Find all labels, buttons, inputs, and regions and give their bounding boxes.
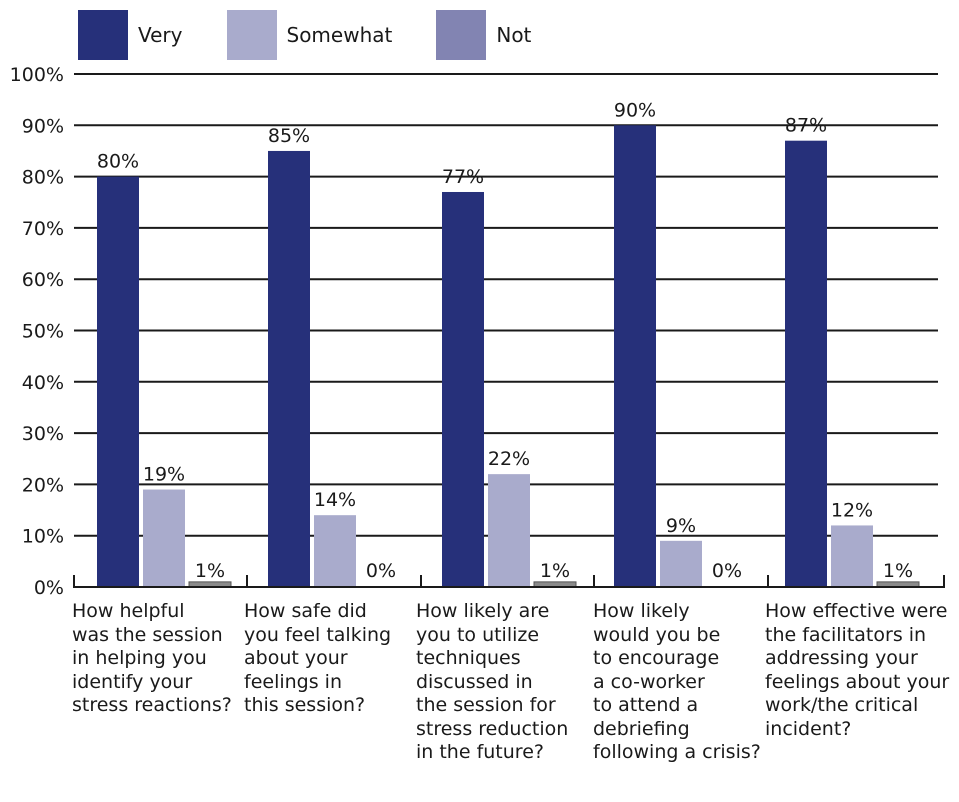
bar-somewhat	[660, 540, 702, 587]
data-label-somewhat: 19%	[143, 464, 185, 486]
y-tick-label: 40%	[22, 372, 64, 394]
data-label-not: 1%	[540, 560, 570, 582]
bar-somewhat	[831, 525, 873, 587]
legend: Very Somewhat Not	[78, 10, 575, 60]
data-label-very: 87%	[785, 115, 827, 137]
data-label-very: 85%	[268, 125, 310, 147]
y-tick-label: 70%	[22, 218, 64, 240]
legend-swatch-very	[78, 10, 128, 60]
legend-item-not: Not	[436, 10, 531, 60]
data-label-not: 0%	[366, 560, 396, 582]
data-label-somewhat: 12%	[831, 499, 873, 521]
category-label-3: How likely are you to utilize techniques…	[416, 600, 569, 763]
y-tick-label: 100%	[10, 64, 64, 86]
y-tick-label: 20%	[22, 474, 64, 496]
bar-very	[785, 140, 827, 587]
y-tick-label: 30%	[22, 423, 64, 445]
y-tick-label: 50%	[22, 321, 64, 343]
legend-swatch-not	[436, 10, 487, 60]
data-label-very: 80%	[97, 151, 139, 173]
bar-somewhat	[143, 489, 185, 587]
legend-item-very: Very	[78, 10, 183, 60]
legend-swatch-somewhat	[226, 10, 277, 60]
bar-very	[442, 191, 484, 588]
bar-very	[614, 125, 656, 588]
legend-item-somewhat: Somewhat	[226, 10, 393, 60]
bar-very	[97, 176, 139, 587]
data-label-somewhat: 14%	[314, 489, 356, 511]
data-label-not: 0%	[712, 560, 742, 582]
data-label-somewhat: 22%	[488, 448, 530, 470]
bar-very	[268, 150, 310, 587]
legend-label-somewhat: Somewhat	[286, 23, 393, 47]
data-label-very: 77%	[442, 166, 484, 188]
y-tick-label: 90%	[22, 115, 64, 137]
category-label-4: How likely would you be to encourage a c…	[593, 600, 761, 763]
bar-somewhat	[488, 474, 530, 587]
data-label-not: 1%	[195, 560, 225, 582]
y-tick-label: 10%	[22, 526, 64, 548]
data-label-very: 90%	[614, 99, 656, 121]
bar-somewhat	[314, 515, 356, 587]
y-tick-label: 80%	[22, 167, 64, 189]
y-tick-label: 60%	[22, 269, 64, 291]
legend-label-very: Very	[138, 23, 183, 47]
category-label-2: How safe did you feel talking about your…	[244, 600, 392, 716]
data-label-somewhat: 9%	[666, 515, 696, 537]
y-tick-label: 0%	[34, 577, 64, 599]
category-label-1: How helpful was the session in helping y…	[72, 600, 232, 716]
legend-label-not: Not	[496, 23, 532, 47]
category-label-5: How effective were the facilitators in a…	[765, 600, 950, 740]
data-label-not: 1%	[883, 560, 913, 582]
